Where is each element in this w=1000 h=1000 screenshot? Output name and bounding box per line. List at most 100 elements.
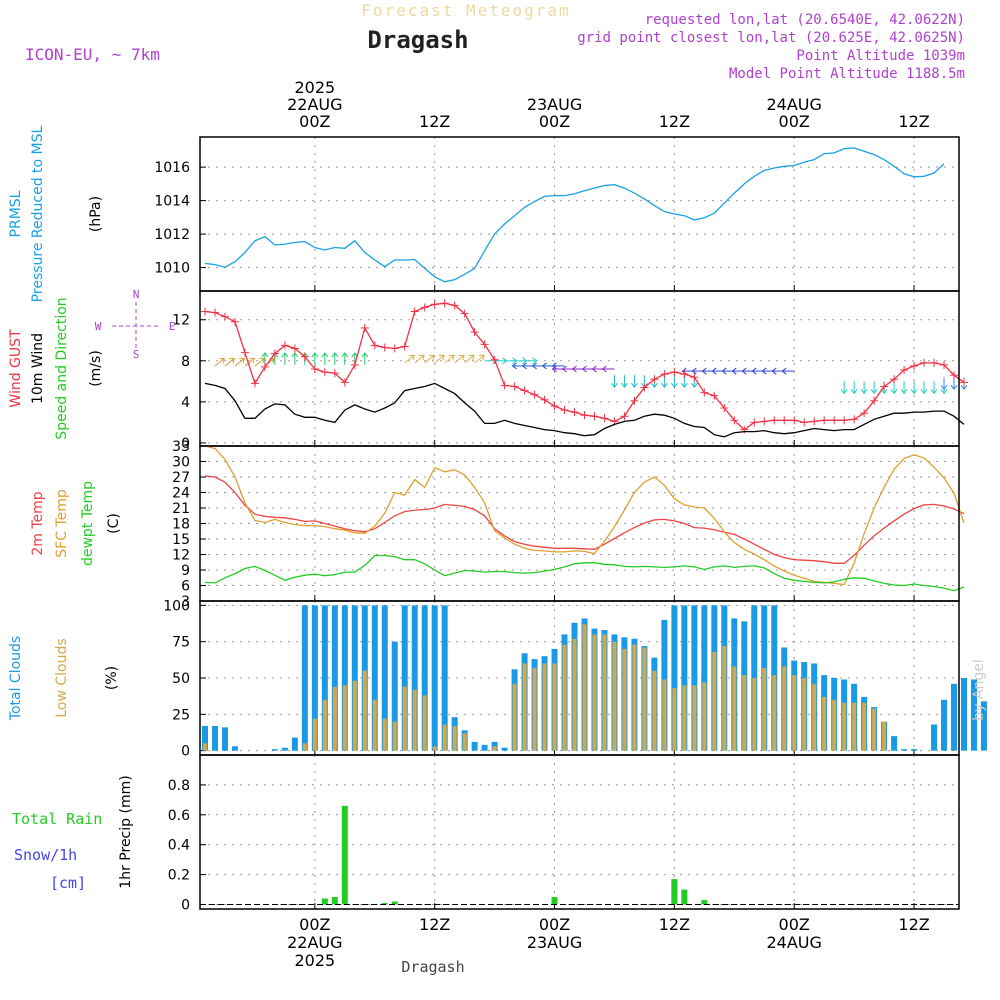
arrow-shaft — [244, 358, 255, 367]
wind-arrow — [524, 357, 538, 365]
wind-arrow — [321, 352, 329, 365]
ytick-label: 15 — [172, 532, 190, 548]
arrow-head — [321, 352, 329, 358]
ytick-label: 25 — [172, 707, 190, 723]
gust-marker — [240, 348, 249, 357]
low-cloud-bar — [432, 746, 437, 751]
low-cloud-bar — [652, 670, 657, 751]
gust-marker — [710, 391, 719, 400]
ytick-label: 0.4 — [168, 838, 190, 854]
arrow-shaft — [424, 355, 435, 364]
arrow-head — [601, 365, 607, 373]
low-cloud-bar — [412, 689, 417, 751]
bottom-time-label: 12Z — [419, 915, 450, 934]
gust-marker — [400, 342, 409, 351]
total-cloud-bar — [441, 605, 448, 751]
ytick-label: 33 — [172, 439, 190, 455]
gust-marker — [660, 370, 669, 379]
arrow-shaft — [224, 358, 235, 367]
low-cloud-bar — [722, 646, 727, 751]
arrow-head — [701, 367, 707, 375]
rain-bar — [321, 898, 328, 905]
total-cloud-bar — [671, 605, 678, 751]
total-cloud-bar — [291, 737, 298, 751]
gust-marker — [730, 416, 739, 425]
low-cloud-bar — [392, 721, 397, 751]
bottom-time-label: 12Z — [898, 915, 929, 934]
gust-marker — [680, 370, 689, 379]
arrow-head — [910, 389, 918, 395]
arrow-shaft — [254, 358, 265, 367]
wind-arrow — [781, 367, 795, 375]
gust-marker — [700, 388, 709, 397]
top-time-label: 23AUG — [527, 95, 582, 114]
footer-station: Dragash — [401, 958, 464, 976]
rain-bar — [391, 901, 398, 905]
gust-marker — [770, 416, 779, 425]
low-cloud-bar — [422, 695, 427, 751]
gust-marker — [320, 368, 329, 377]
gust-marker — [590, 412, 599, 421]
arrow-head — [721, 367, 727, 375]
arrow-head — [281, 352, 289, 358]
panels: 1010 1012 1014 1016 PRMSL Pressure Reduced to… — [8, 125, 987, 914]
panel-label: Pressure Reduced to MSL — [30, 125, 46, 302]
arrow-head — [660, 382, 668, 389]
low-cloud-bar — [762, 667, 767, 751]
gust-marker — [720, 404, 729, 413]
gust-marker — [580, 411, 589, 420]
low-cloud-bar — [552, 663, 557, 751]
precip-legend: Total Rain Snow/1h [cm] — [12, 810, 102, 892]
bottom-time-label: 00Z — [779, 915, 810, 934]
legend-total-rain: Total Rain — [12, 810, 102, 828]
arrow-head — [930, 389, 938, 395]
gust-marker — [440, 299, 449, 308]
low-cloud-bar — [462, 733, 467, 751]
ytick-label: 0.6 — [168, 808, 190, 824]
series-wind-gust — [204, 302, 965, 431]
wind-arrow — [404, 354, 415, 364]
wind-arrow — [631, 375, 638, 389]
total-cloud-bar — [311, 605, 318, 751]
low-cloud-bar — [362, 670, 367, 751]
product-title: Forecast Meteogram — [361, 1, 570, 20]
compass-west: W — [95, 320, 102, 333]
gust-marker — [460, 309, 469, 318]
gust-marker — [530, 390, 539, 399]
ytick-label: 18 — [172, 517, 190, 533]
total-cloud-bar — [681, 605, 688, 751]
bottom-time-label: 2025 — [294, 951, 335, 970]
panel-label: 10m Wind — [30, 333, 46, 404]
top-time-label: 00Z — [779, 112, 810, 131]
requested-coords: requested lon,lat (20.6540E, 42.0622N) — [645, 12, 965, 28]
gust-marker — [690, 373, 699, 382]
low-cloud-bar — [732, 666, 737, 751]
wind-arrow — [920, 381, 928, 395]
gust-marker — [850, 415, 859, 424]
gust-marker — [520, 386, 529, 395]
low-cloud-bar — [792, 675, 797, 751]
total-cloud-bar — [211, 725, 218, 751]
wind-arrow — [444, 354, 455, 364]
arrow-head — [940, 389, 948, 395]
gust-marker — [370, 341, 379, 350]
low-cloud-bar — [832, 699, 837, 751]
gust-marker — [490, 355, 499, 364]
wind-arrow — [224, 357, 235, 367]
ytick-label: 6 — [181, 579, 190, 595]
total-cloud-bar — [911, 749, 918, 751]
arrow-head — [611, 382, 618, 389]
arrow-head — [551, 365, 557, 373]
panel-unit: (hPa) — [88, 196, 104, 232]
low-cloud-bar — [372, 699, 377, 751]
ytick-label: 30 — [172, 455, 190, 471]
low-cloud-bar — [872, 708, 877, 751]
ytick-label: 27 — [172, 470, 190, 486]
gust-marker — [390, 344, 399, 353]
low-cloud-bar — [812, 683, 817, 751]
gust-marker — [810, 417, 819, 426]
arrow-head — [651, 382, 658, 389]
low-cloud-bar — [862, 702, 867, 751]
gust-marker — [220, 312, 229, 321]
